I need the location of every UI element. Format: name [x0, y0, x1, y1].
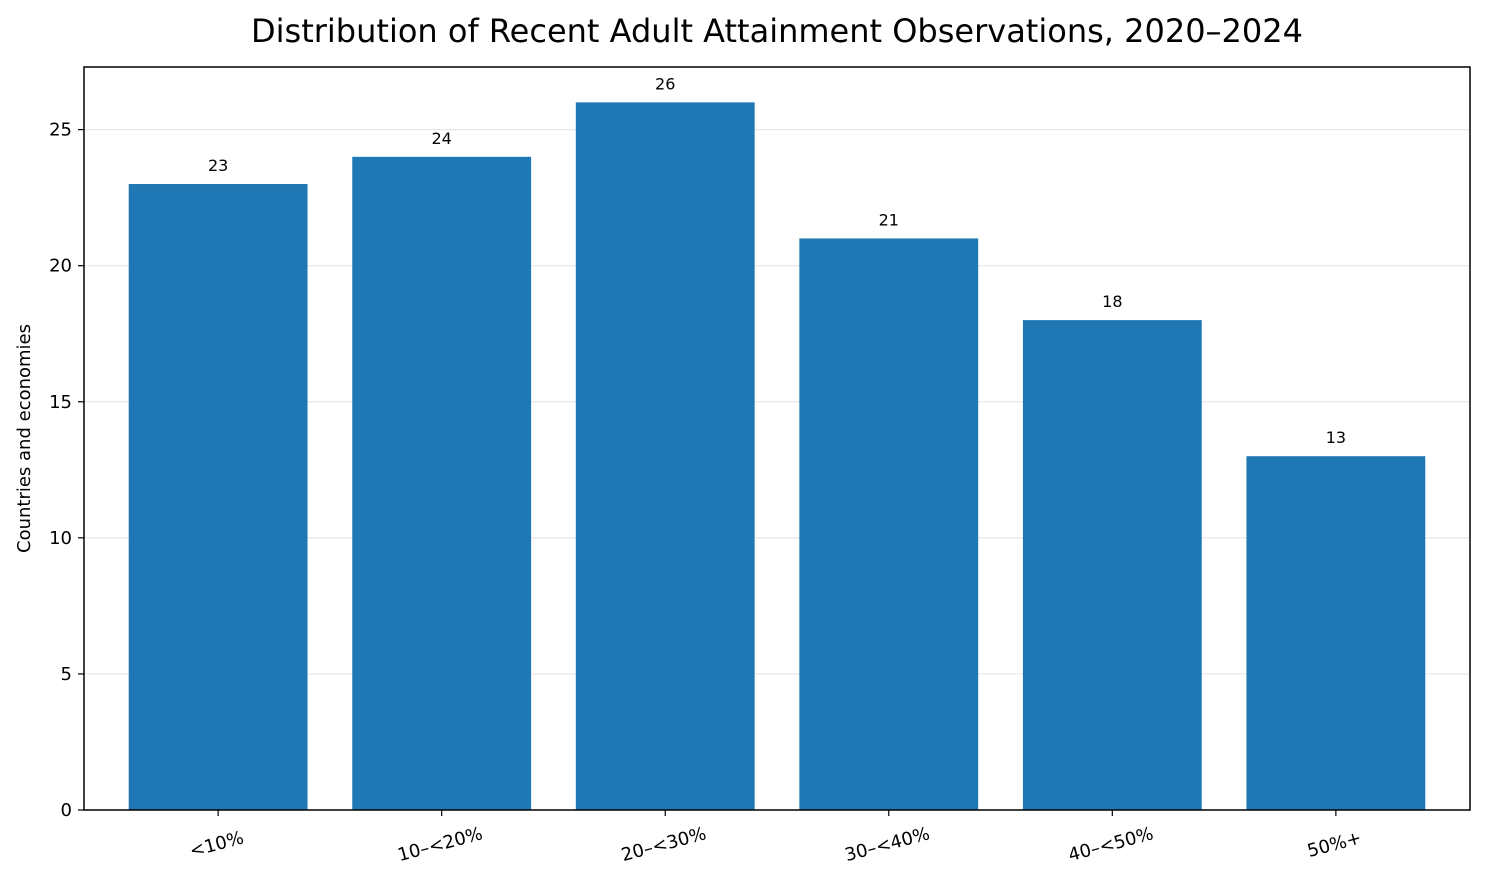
bar-series [128, 102, 1426, 811]
y-tick-label: 20 [49, 256, 72, 277]
chart-title: Distribution of Recent Adult Attainment … [251, 12, 1303, 50]
bar-value-label: 18 [1102, 292, 1122, 311]
bar-value-label: 23 [208, 156, 228, 175]
bar [352, 156, 532, 811]
y-tick-label: 0 [61, 800, 72, 821]
bar [799, 238, 979, 810]
bar [1022, 320, 1202, 810]
bar [575, 102, 755, 810]
y-gridlines [84, 128, 1470, 675]
bar [128, 184, 308, 810]
y-axis-label: Countries and economies [14, 324, 35, 553]
y-axis-ticks: 0 5 10 15 20 25 [49, 120, 84, 821]
bar-value-label: 21 [879, 210, 899, 229]
bar-value-labels: 23 24 26 21 18 13 [208, 74, 1346, 447]
y-tick-label: 25 [49, 120, 72, 141]
bar-value-label: 24 [431, 129, 451, 148]
y-tick-label: 10 [49, 528, 72, 549]
bar-value-label: 13 [1326, 428, 1346, 447]
bar-value-label: 26 [655, 74, 675, 93]
plot-area-frame [83, 66, 1471, 811]
y-tick-label: 5 [61, 664, 72, 685]
bar [1246, 456, 1426, 810]
y-tick-label: 15 [49, 392, 72, 413]
